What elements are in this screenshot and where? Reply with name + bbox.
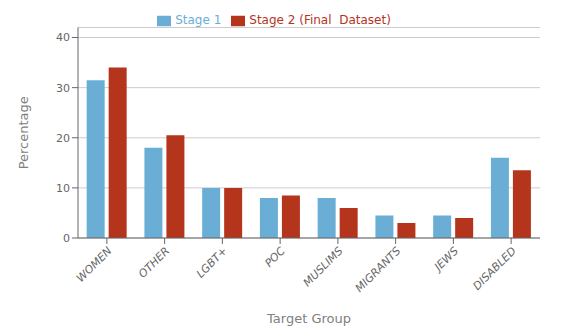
svg-text:Target Group: Target Group bbox=[266, 311, 351, 326]
svg-text:0: 0 bbox=[63, 232, 70, 245]
html-text:Stage 1: Stage 1 bbox=[175, 13, 222, 27]
html-text:Stage 2 (Final Dataset): Stage 2 (Final Dataset) bbox=[249, 13, 391, 27]
svg-text:MUSLIMS: MUSLIMS bbox=[301, 244, 346, 289]
svg-text:WOMEN: WOMEN bbox=[74, 244, 114, 284]
svg-text:POC: POC bbox=[262, 244, 288, 270]
svg-text:40: 40 bbox=[56, 31, 70, 44]
svg-text:Percentage: Percentage bbox=[16, 96, 31, 169]
svg-text:DISABLED: DISABLED bbox=[470, 244, 518, 292]
svg-text:MIGRANTS: MIGRANTS bbox=[353, 244, 403, 294]
svg-text:JEWS: JEWS bbox=[431, 244, 461, 274]
svg-text:LGBT+: LGBT+ bbox=[194, 244, 230, 280]
svg-text:30: 30 bbox=[56, 82, 70, 95]
svg-text:OTHER: OTHER bbox=[136, 244, 172, 280]
svg-text:10: 10 bbox=[56, 182, 70, 195]
svg-text:20: 20 bbox=[56, 132, 70, 145]
